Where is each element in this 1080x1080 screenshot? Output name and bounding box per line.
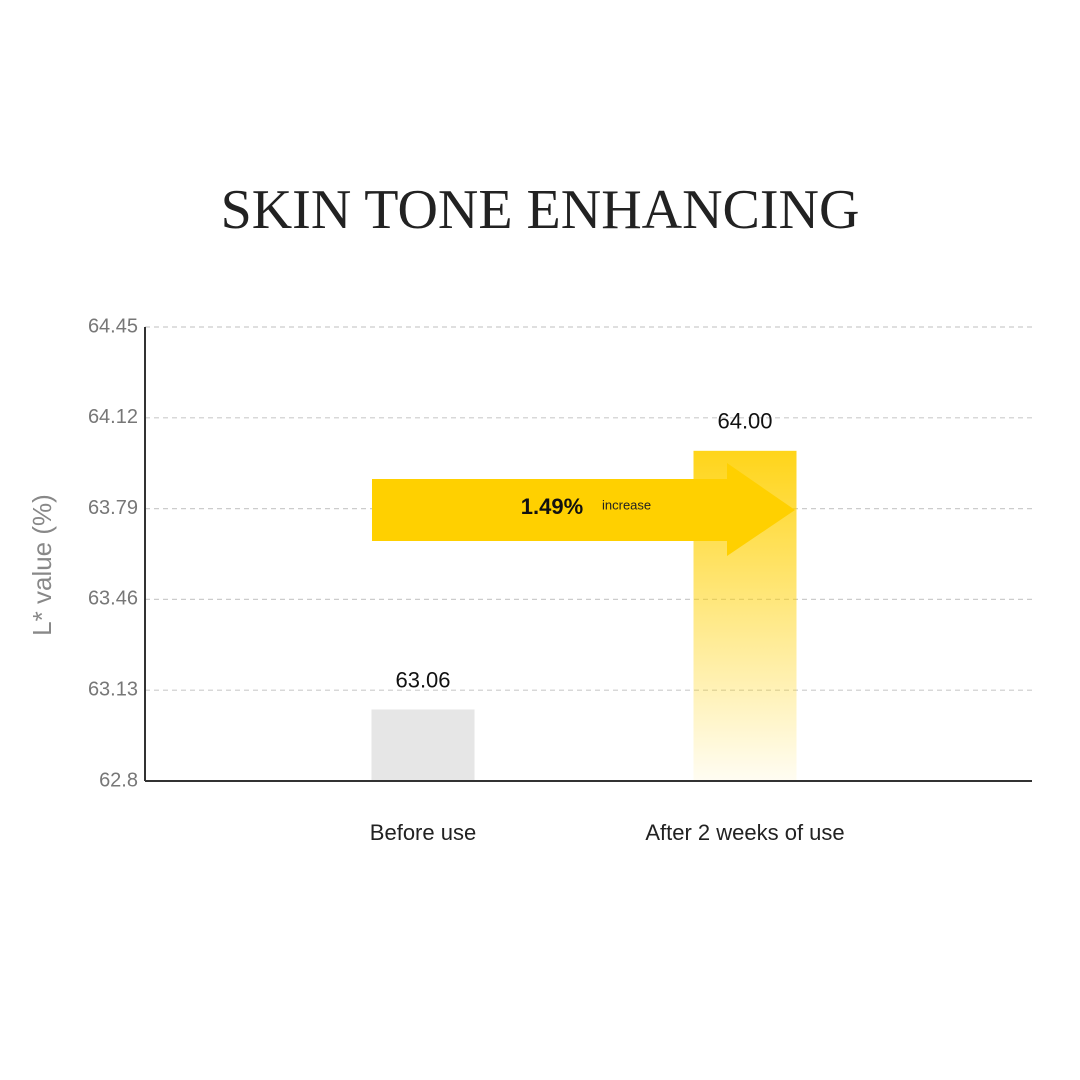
- y-tick-label: 63.13: [88, 678, 138, 700]
- annotation-text: increase: [602, 497, 651, 512]
- annotation-highlight: 1.49%: [521, 494, 583, 519]
- y-tick-label: 63.46: [88, 588, 138, 610]
- bar: [371, 709, 475, 781]
- value-label: 63.06: [395, 667, 450, 692]
- y-tick-label: 63.79: [88, 497, 138, 519]
- y-tick-label: 64.12: [88, 406, 138, 428]
- chart-title: SKIN TONE ENHANCING: [221, 179, 860, 241]
- x-tick-label: After 2 weeks of use: [645, 820, 844, 845]
- y-tick-label: 64.45: [88, 315, 138, 337]
- y-axis-label: L* value (%): [27, 494, 57, 636]
- y-tick-label: 62.8: [99, 769, 138, 791]
- x-tick-label: Before use: [370, 820, 476, 845]
- increase-arrow: [372, 463, 795, 556]
- value-label: 64.00: [717, 409, 772, 434]
